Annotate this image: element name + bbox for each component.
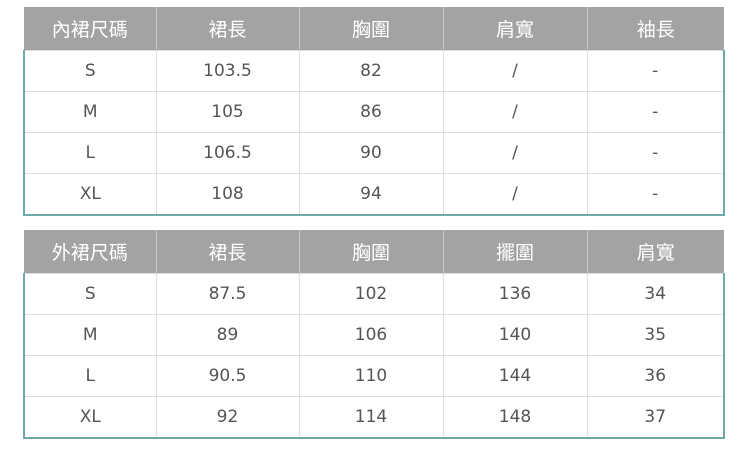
column-header: 擺圍	[442, 230, 587, 274]
measurement-cell: 37	[586, 396, 725, 439]
measurement-cell: 103.5	[155, 50, 299, 92]
size-cell: M	[23, 314, 156, 356]
column-header: 裙長	[155, 7, 299, 51]
measurement-cell: 108	[155, 173, 299, 216]
measurement-cell: -	[586, 132, 725, 174]
table-row: L 90.5 110 144 36	[23, 355, 725, 397]
inner-skirt-size-table: 內裙尺碼 裙長 胸圍 肩寬 袖長 S 103.5 82/- M 105 86/- L 106.5 90/…	[23, 7, 725, 216]
measurement-cell: 82	[298, 50, 443, 92]
table-row: XL 92 114 148 37	[23, 396, 725, 439]
table-row: S 103.5 82/-	[23, 50, 725, 92]
measurement-cell: /	[442, 50, 587, 92]
measurement-cell: /	[442, 173, 587, 216]
measurement-cell: 144	[442, 355, 587, 397]
table-row: M 89 106 140 35	[23, 314, 725, 356]
size-cell: S	[23, 50, 156, 92]
column-header: 袖長	[586, 7, 724, 51]
measurement-cell: -	[586, 50, 725, 92]
measurement-cell: 90	[298, 132, 443, 174]
measurement-cell: 102	[298, 273, 443, 315]
measurement-cell: 90.5	[155, 355, 299, 397]
measurement-cell: 86	[298, 91, 443, 133]
header-row: 外裙尺碼 裙長 胸圍 擺圍 肩寬	[24, 230, 724, 274]
measurement-cell: 87.5	[155, 273, 299, 315]
column-header: 內裙尺碼	[24, 7, 156, 51]
measurement-cell: 89	[155, 314, 299, 356]
outer-skirt-size-table: 外裙尺碼 裙長 胸圍 擺圍 肩寬 S 87.5 102 136 34 M 89 106 140 35 L 90…	[23, 230, 725, 439]
measurement-cell: 106	[298, 314, 443, 356]
column-header: 胸圍	[298, 230, 443, 274]
size-cell: S	[23, 273, 156, 315]
measurement-cell: -	[586, 173, 725, 216]
measurement-cell: -	[586, 91, 725, 133]
measurement-cell: 106.5	[155, 132, 299, 174]
measurement-cell: 35	[586, 314, 725, 356]
size-cell: XL	[23, 173, 156, 216]
measurement-cell: 34	[586, 273, 725, 315]
measurement-cell: 36	[586, 355, 725, 397]
size-cell: XL	[23, 396, 156, 439]
header-row: 內裙尺碼 裙長 胸圍 肩寬 袖長	[24, 7, 724, 51]
column-header: 外裙尺碼	[24, 230, 156, 274]
table-row: L 106.5 90/-	[23, 132, 725, 174]
size-cell: L	[23, 355, 156, 397]
measurement-cell: 94	[298, 173, 443, 216]
size-cell: M	[23, 91, 156, 133]
table-row: S 87.5 102 136 34	[23, 273, 725, 315]
measurement-cell: 136	[442, 273, 587, 315]
column-header: 裙長	[155, 230, 299, 274]
column-header: 肩寬	[586, 230, 724, 274]
measurement-cell: /	[442, 132, 587, 174]
measurement-cell: 92	[155, 396, 299, 439]
measurement-cell: 140	[442, 314, 587, 356]
measurement-cell: 105	[155, 91, 299, 133]
table-row: M 105 86/-	[23, 91, 725, 133]
table-row: XL 108 94/-	[23, 173, 725, 216]
measurement-cell: 148	[442, 396, 587, 439]
size-cell: L	[23, 132, 156, 174]
column-header: 胸圍	[298, 7, 443, 51]
measurement-cell: 114	[298, 396, 443, 439]
measurement-cell: 110	[298, 355, 443, 397]
column-header: 肩寬	[442, 7, 587, 51]
measurement-cell: /	[442, 91, 587, 133]
